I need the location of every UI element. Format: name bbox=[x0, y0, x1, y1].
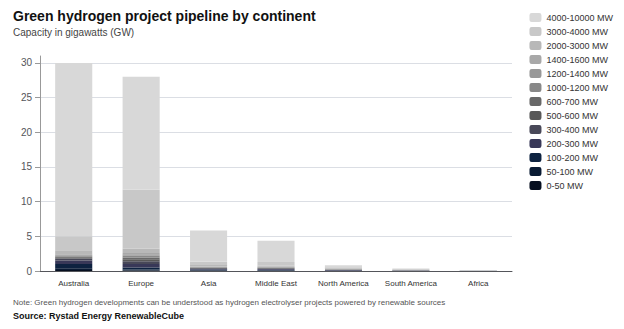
svg-text:25: 25 bbox=[21, 92, 33, 103]
svg-text:Europe: Europe bbox=[128, 279, 154, 288]
svg-text:1000-1200 MW: 1000-1200 MW bbox=[546, 83, 608, 93]
svg-text:1200-1400 MW: 1200-1400 MW bbox=[546, 69, 608, 79]
svg-text:30: 30 bbox=[21, 57, 33, 68]
svg-text:0: 0 bbox=[26, 266, 32, 277]
svg-text:5: 5 bbox=[26, 231, 32, 242]
svg-text:Capacity in gigawatts (GW): Capacity in gigawatts (GW) bbox=[13, 27, 134, 38]
svg-text:50-100 MW: 50-100 MW bbox=[546, 167, 593, 177]
svg-text:600-700 MW: 600-700 MW bbox=[546, 97, 598, 107]
svg-text:100-200 MW: 100-200 MW bbox=[546, 153, 598, 163]
svg-text:Note: Green hydrogen developme: Note: Green hydrogen developments can be… bbox=[13, 298, 445, 307]
svg-text:Middle East: Middle East bbox=[255, 279, 298, 288]
svg-text:4000-10000 MW: 4000-10000 MW bbox=[546, 13, 613, 23]
svg-text:20: 20 bbox=[21, 127, 33, 138]
svg-text:500-600 MW: 500-600 MW bbox=[546, 111, 598, 121]
svg-text:2000-3000 MW: 2000-3000 MW bbox=[546, 41, 608, 51]
svg-text:0-50 MW: 0-50 MW bbox=[546, 181, 583, 191]
svg-text:Green hydrogen project pipelin: Green hydrogen project pipeline by conti… bbox=[13, 8, 316, 24]
svg-text:1400-1600 MW: 1400-1600 MW bbox=[546, 55, 608, 65]
svg-text:South America: South America bbox=[385, 279, 438, 288]
svg-text:Australia: Australia bbox=[58, 279, 90, 288]
svg-text:15: 15 bbox=[21, 161, 33, 172]
svg-text:Source: Rystad Energy Renewabl: Source: Rystad Energy RenewableCube bbox=[13, 311, 184, 321]
svg-text:10: 10 bbox=[21, 196, 33, 207]
svg-text:Asia: Asia bbox=[201, 279, 217, 288]
svg-text:North America: North America bbox=[318, 279, 369, 288]
svg-text:200-300 MW: 200-300 MW bbox=[546, 139, 598, 149]
svg-text:3000-4000 MW: 3000-4000 MW bbox=[546, 27, 608, 37]
svg-text:Africa: Africa bbox=[468, 279, 489, 288]
svg-text:300-400 MW: 300-400 MW bbox=[546, 125, 598, 135]
